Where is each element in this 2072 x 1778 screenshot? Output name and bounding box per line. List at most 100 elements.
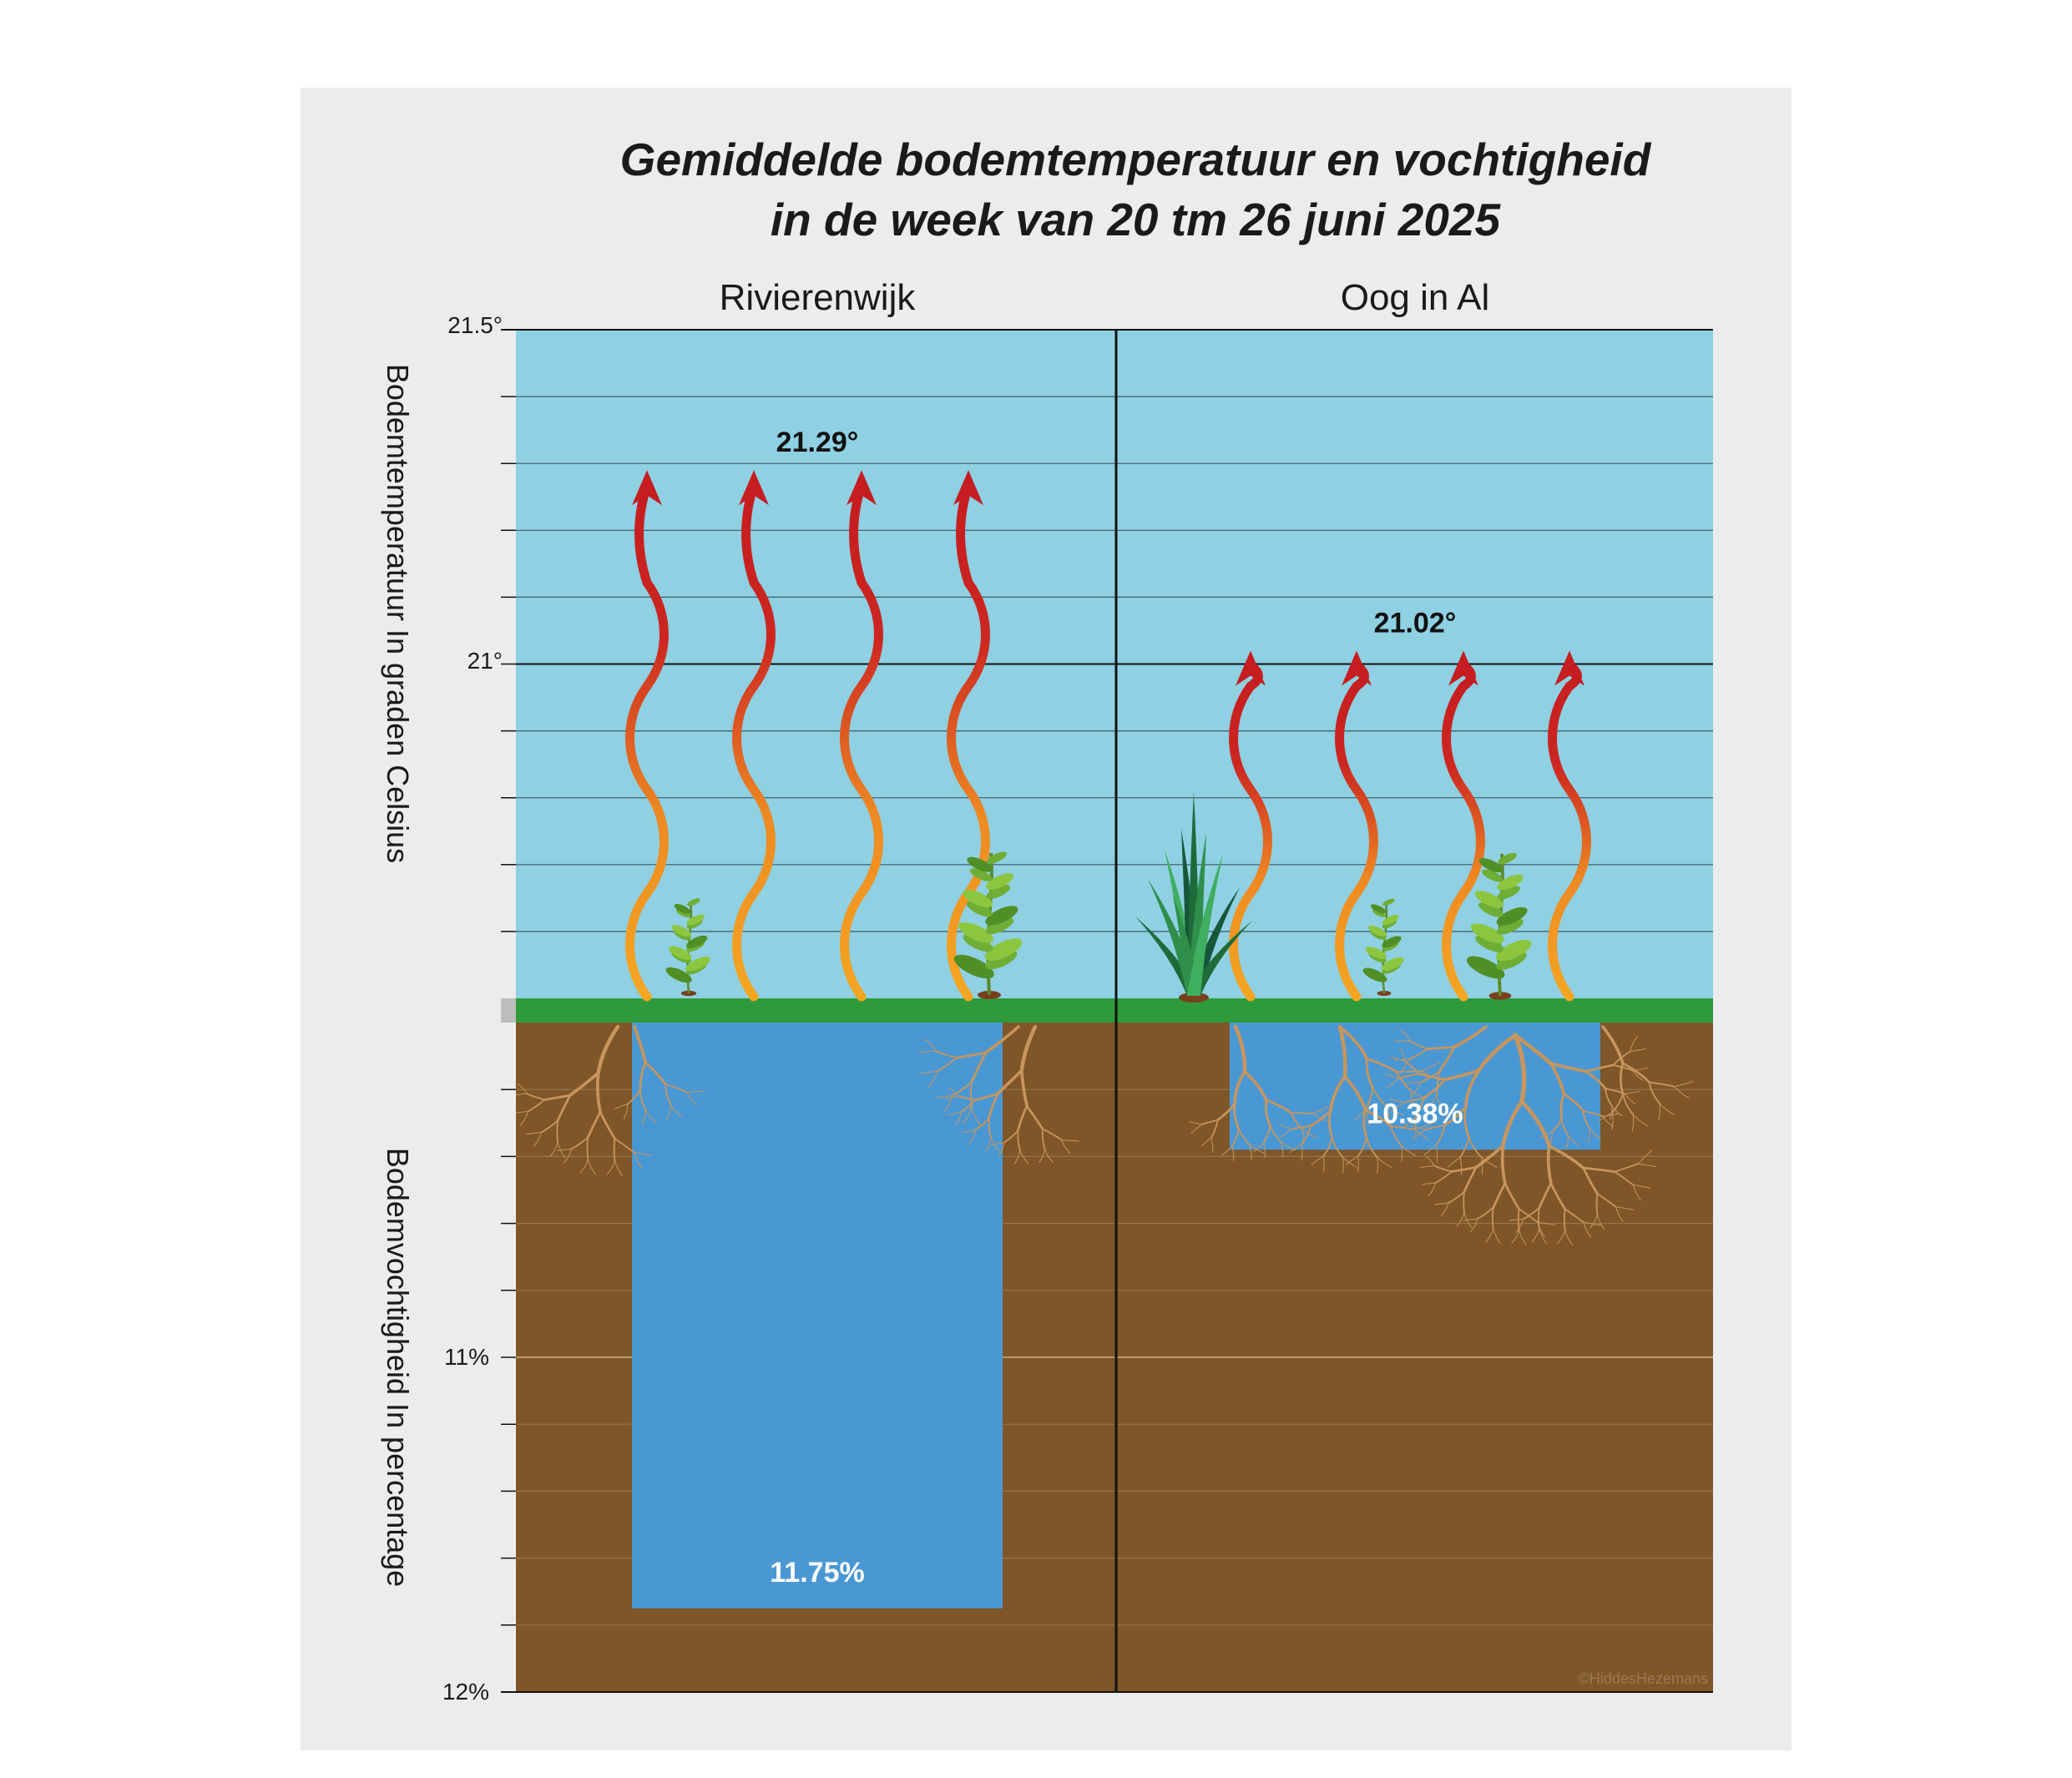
root: [1440, 1202, 1449, 1217]
root: [1549, 1062, 1566, 1096]
root: [1345, 1155, 1359, 1165]
root: [1386, 1106, 1390, 1124]
root: [1611, 1105, 1623, 1117]
root: [1262, 1124, 1271, 1144]
root: [1547, 1144, 1585, 1169]
root: [1281, 1141, 1284, 1158]
root: [1513, 1033, 1527, 1104]
root: [1419, 1071, 1440, 1083]
root: [1423, 1144, 1437, 1156]
root: [1518, 1208, 1539, 1224]
root: [960, 1099, 976, 1114]
root: [587, 1159, 596, 1175]
root: [606, 1159, 615, 1175]
root: [614, 1138, 635, 1154]
heat-arrow-head: [632, 470, 662, 506]
root: [1421, 1182, 1437, 1185]
moisture-tick-label-0: 11%: [444, 1344, 489, 1370]
root: [614, 1159, 623, 1177]
root: [1365, 1087, 1374, 1110]
root: [1509, 1218, 1524, 1221]
root: [1448, 1190, 1465, 1205]
category-label-1: Oog in Al: [1341, 277, 1490, 318]
root: [1493, 1228, 1501, 1245]
root: [1231, 1128, 1240, 1148]
heat-arrow: [625, 480, 669, 1002]
root: [1549, 1062, 1588, 1073]
root: [1410, 1090, 1428, 1099]
root: [556, 1119, 559, 1144]
root: [1301, 1129, 1317, 1138]
root: [1602, 1113, 1619, 1117]
root: [1599, 1112, 1614, 1122]
root: [1557, 1230, 1566, 1245]
root: [568, 1071, 600, 1097]
root: [948, 1111, 962, 1116]
root: [1281, 1141, 1296, 1151]
root: [623, 1104, 629, 1119]
root: [586, 1110, 602, 1139]
root: [1459, 1136, 1470, 1159]
root: [1265, 1099, 1293, 1114]
root: [996, 1068, 1023, 1095]
root: [1399, 1058, 1410, 1073]
heat-arrow: [1442, 660, 1485, 1002]
root: [1408, 1040, 1428, 1050]
root: [634, 1152, 654, 1156]
root: [1563, 1093, 1585, 1113]
root: [998, 1142, 1005, 1157]
root: [1564, 1208, 1584, 1224]
root: [1464, 1068, 1481, 1109]
root: [1503, 1182, 1520, 1210]
root: [1003, 1129, 1019, 1144]
root: [954, 1111, 962, 1126]
heat-arrow: [1335, 660, 1378, 1002]
root: [1567, 1134, 1579, 1146]
heat-arrow-head: [1342, 650, 1372, 686]
heat-arrow: [947, 480, 990, 1002]
root: [1519, 1099, 1551, 1149]
root: [586, 1136, 589, 1160]
root: [1584, 1063, 1615, 1073]
root: [1278, 1124, 1293, 1130]
root: [1428, 1182, 1437, 1197]
root: [1501, 1099, 1524, 1148]
root: [1637, 1149, 1653, 1164]
root: [1410, 1090, 1414, 1109]
temp-value-label-1: 21.02°: [1374, 607, 1457, 639]
root: [579, 1159, 589, 1174]
root: [1398, 1073, 1420, 1079]
root: [626, 1088, 641, 1105]
root: [919, 1071, 938, 1074]
root: [936, 1057, 958, 1073]
root: [1463, 1190, 1465, 1214]
root: [1189, 1121, 1202, 1125]
root: [1210, 1119, 1219, 1139]
root: [1582, 1166, 1599, 1195]
root: [1492, 1182, 1507, 1209]
root: [1366, 1108, 1370, 1126]
root: [1391, 1102, 1404, 1114]
root: [1263, 1142, 1266, 1159]
root: [1237, 1128, 1251, 1147]
root: [1546, 1144, 1553, 1185]
root: [1477, 1033, 1518, 1073]
root: [1438, 1045, 1456, 1073]
root: [1309, 1109, 1332, 1128]
root: [1233, 1024, 1247, 1074]
root: [1289, 1144, 1302, 1154]
root: [644, 1109, 657, 1123]
root: [1436, 1094, 1443, 1113]
root: [1427, 1094, 1438, 1109]
root: [1595, 1192, 1599, 1215]
root: [1589, 1128, 1601, 1139]
root: [973, 1092, 999, 1102]
root: [1061, 1139, 1071, 1154]
root: [1401, 1144, 1416, 1156]
root: [1421, 1061, 1440, 1072]
root: [1631, 1114, 1635, 1132]
root: [1342, 1156, 1344, 1174]
root: [1632, 1184, 1651, 1189]
temp-tick-label-0: 21.5°: [447, 312, 503, 338]
root: [1632, 1114, 1648, 1127]
